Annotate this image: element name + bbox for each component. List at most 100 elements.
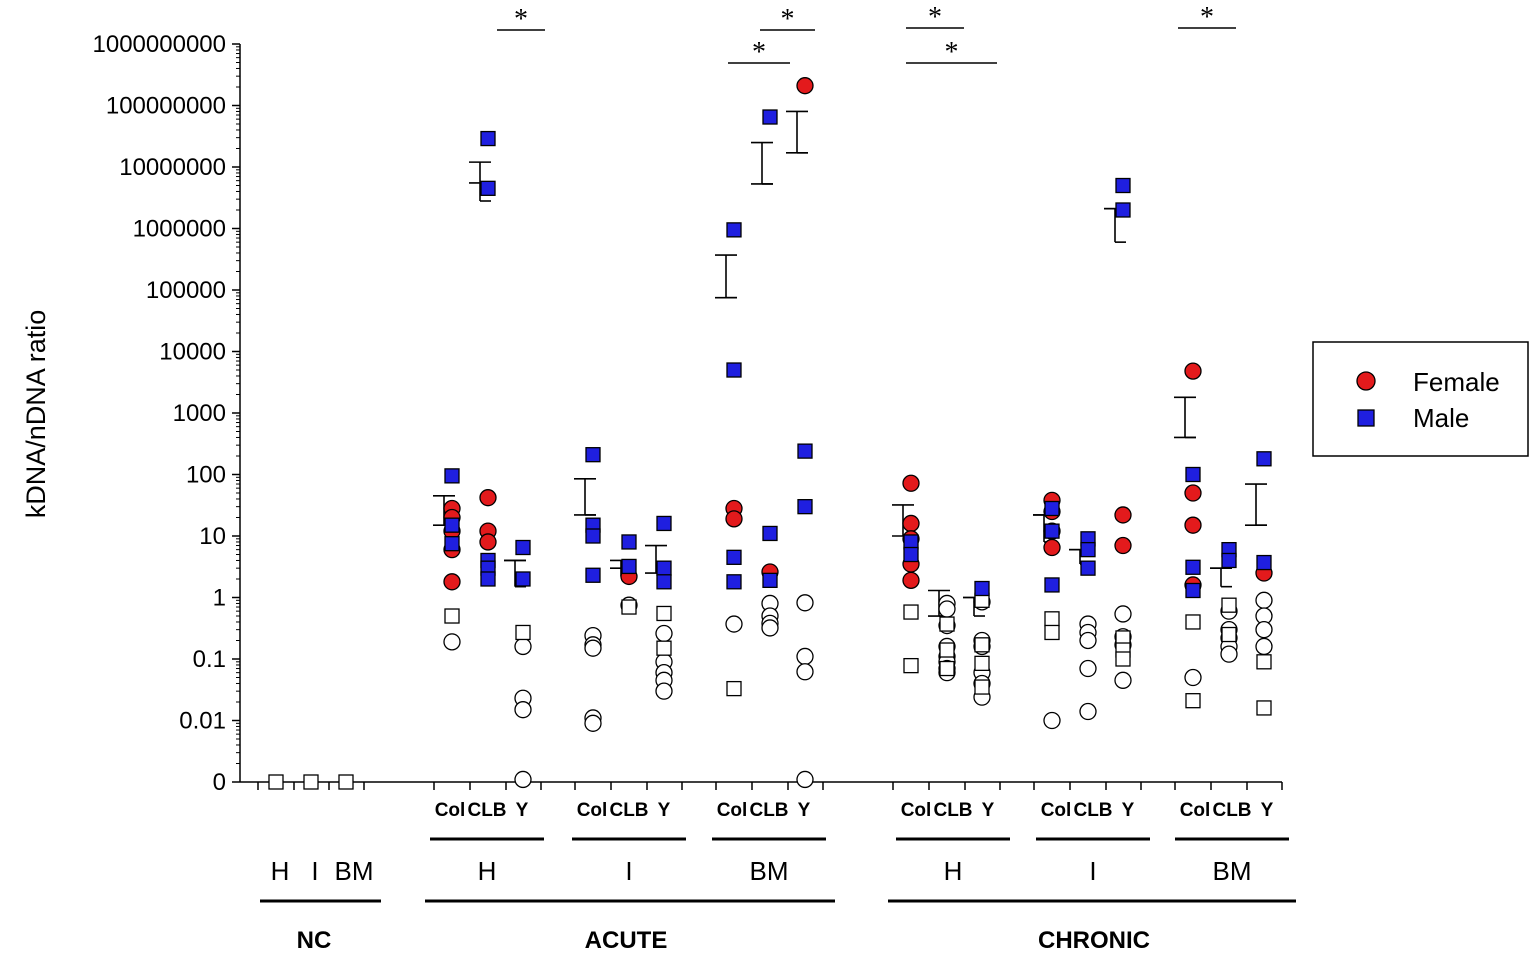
negative-circle-point — [655, 682, 673, 700]
male-point — [444, 517, 460, 533]
female-point — [1184, 362, 1202, 380]
tissue-label: I — [311, 856, 318, 886]
negative-circle-point — [1255, 591, 1273, 609]
group-label: CHRONIC — [1038, 927, 1150, 954]
male-point — [1221, 552, 1237, 569]
negative-square-point — [974, 679, 990, 695]
significance-star: * — [1200, 2, 1214, 33]
male-point — [1115, 202, 1131, 218]
male-point — [1185, 559, 1201, 575]
legend: Female Male — [1312, 341, 1529, 457]
negative-square-point — [1185, 614, 1201, 630]
negative-square-point — [515, 624, 531, 641]
negative-circle-point — [938, 600, 956, 618]
strain-label: CLB — [467, 800, 506, 821]
negative-square-point — [1115, 651, 1131, 667]
male-point — [1080, 560, 1096, 576]
negative-circle-point — [514, 770, 532, 789]
male-point — [1256, 451, 1272, 467]
negative-square-point — [1256, 700, 1272, 716]
y-tick-label: 1000000000 — [93, 31, 226, 58]
negative-circle-point — [514, 701, 532, 719]
data-points — [268, 77, 1273, 790]
strain-label: Y — [982, 800, 995, 821]
negative-square-point — [1221, 626, 1237, 643]
negative-square-point — [726, 680, 742, 697]
male-point — [480, 130, 496, 147]
male-point — [974, 580, 990, 597]
negative-square-point — [939, 616, 955, 632]
negative-circle-point — [1255, 621, 1273, 639]
significance-star: * — [945, 37, 959, 68]
y-tick-label: 10000000 — [119, 154, 226, 181]
significance-star: * — [781, 4, 795, 35]
negative-circle-point — [1114, 605, 1132, 623]
negative-circle-point — [1220, 645, 1238, 663]
male-point — [621, 534, 637, 550]
negative-circle-point — [584, 639, 602, 657]
negative-square-point — [303, 774, 319, 790]
strain-label: Col — [1041, 800, 1072, 821]
male-point — [1044, 577, 1060, 593]
y-tick-label: 1000 — [173, 400, 226, 427]
female-point — [1043, 538, 1061, 557]
significance-star: * — [752, 37, 766, 68]
female-point — [725, 510, 743, 528]
y-tick-label: 0 — [213, 769, 226, 796]
negative-circle-point — [1184, 668, 1202, 687]
male-point — [903, 534, 919, 550]
male-point — [585, 447, 601, 463]
negative-square-point — [444, 608, 460, 624]
female-point — [796, 77, 814, 95]
negative-square-point — [1044, 611, 1060, 627]
tissue-label: BM — [335, 856, 374, 886]
negative-square-point — [1185, 693, 1201, 709]
negative-circle-point — [725, 615, 743, 633]
strain-label: Col — [435, 800, 466, 821]
female-point — [1114, 536, 1132, 555]
negative-circle-point — [796, 770, 814, 789]
negative-circle-point — [514, 637, 532, 656]
significance-star: * — [514, 4, 528, 35]
group-label: NC — [297, 927, 332, 954]
tissue-label: I — [625, 856, 632, 886]
negative-square-point — [268, 774, 284, 790]
y-tick-label: 100000 — [146, 277, 226, 304]
strain-label: Col — [577, 800, 608, 821]
y-tick-label: 10 — [199, 523, 226, 550]
strain-label: CLB — [1073, 800, 1112, 821]
female-point — [902, 514, 920, 533]
negative-circle-point — [761, 619, 779, 637]
negative-square-point — [903, 604, 919, 620]
negative-square-point — [939, 660, 955, 677]
negative-square-point — [338, 774, 354, 790]
negative-circle-point — [1255, 637, 1273, 656]
negative-circle-point — [584, 714, 602, 732]
group-label: ACUTE — [585, 927, 668, 954]
negative-square-point — [974, 637, 990, 653]
male-point — [621, 558, 637, 575]
male-point — [726, 222, 742, 238]
tissue-label: H — [478, 856, 497, 886]
legend-female-marker — [1356, 371, 1376, 391]
negative-circle-point — [796, 663, 814, 681]
male-point — [656, 515, 672, 532]
strain-label: CLB — [933, 800, 972, 821]
male-point — [515, 571, 531, 587]
negative-square-point — [939, 642, 955, 658]
male-point — [585, 528, 601, 544]
strain-label: Col — [717, 800, 748, 821]
male-point — [726, 574, 742, 590]
legend-male-marker — [1357, 409, 1375, 427]
tissue-label: BM — [1213, 856, 1252, 886]
negative-square-point — [1221, 597, 1237, 613]
negative-square-point — [656, 605, 672, 622]
y-tick-label: 0.1 — [193, 646, 226, 673]
negative-circle-point — [1079, 631, 1097, 650]
legend-box — [1312, 341, 1529, 457]
strain-label: Col — [1180, 800, 1211, 821]
significance-markers: * ***** — [497, 2, 1236, 68]
male-point — [1080, 541, 1096, 558]
